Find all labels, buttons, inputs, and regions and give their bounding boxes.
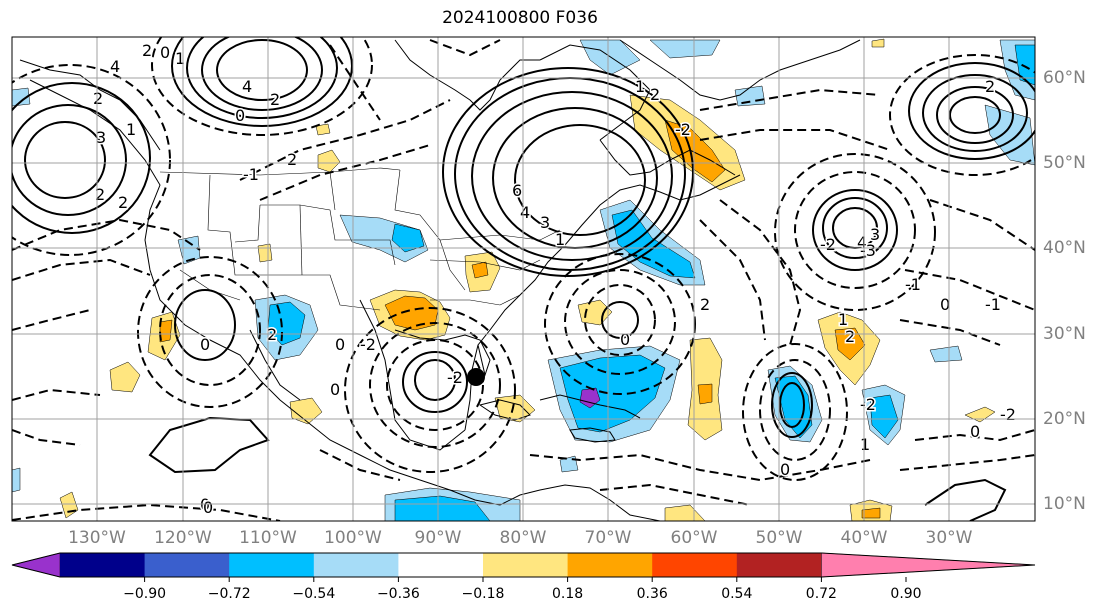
map-frame — [11, 36, 1036, 522]
contour-label: 2 — [142, 41, 152, 60]
longitude-label: 40°W — [840, 528, 888, 548]
contour-label: -2 — [860, 395, 876, 414]
colorbar-extend-low — [11, 552, 61, 578]
contour-label: -2 — [360, 335, 376, 354]
colorbar-tick-label: −0.72 — [207, 586, 251, 602]
latitude-label: 50°N — [1043, 153, 1086, 173]
contour-label: -2 — [820, 235, 836, 254]
longitude-label: 120°W — [154, 528, 212, 548]
contours-negative — [12, 37, 1035, 521]
contour-label: -1 — [985, 295, 1001, 314]
colorbar-segment — [398, 553, 484, 577]
contour-label: 0 — [330, 380, 340, 399]
colorbar-segment — [483, 553, 569, 577]
latitude-label: 30°N — [1043, 324, 1086, 344]
contour-label: 2 — [93, 89, 103, 108]
colorbar-tick-label: 0.18 — [552, 586, 584, 602]
contour-label: 0 — [160, 43, 170, 62]
contour-label: 2 — [650, 85, 660, 104]
contour-label: 1 — [175, 49, 185, 68]
map-title: 2024100800 F036 — [442, 8, 598, 28]
colorbar-tick-label: 0.54 — [721, 586, 753, 602]
contours-positive — [12, 37, 1035, 521]
contour-label: 0 — [940, 295, 950, 314]
contour-label: -2 — [675, 120, 691, 139]
longitude-label: 130°W — [68, 528, 126, 548]
contour-label: 0 — [235, 106, 245, 125]
contour-label: 3 — [870, 225, 880, 244]
colorbar-segment — [144, 553, 230, 577]
colorbar-tick-label: −0.90 — [123, 586, 167, 602]
contour-label: 6 — [512, 181, 522, 200]
contour-label: 4 — [242, 77, 252, 96]
contour-label: 4 — [520, 203, 530, 222]
contour-label: -2 — [447, 368, 463, 387]
colorbar-tick-label: −0.54 — [292, 586, 336, 602]
contour-label: -3 — [860, 241, 876, 260]
colorbar-segment — [229, 553, 315, 577]
coastlines — [19, 39, 861, 521]
contour-label: -1 — [243, 165, 259, 184]
colorbar-segment — [652, 553, 738, 577]
longitude-label: 110°W — [239, 528, 297, 548]
colorbar-segment — [567, 553, 653, 577]
latitude-label: 20°N — [1043, 409, 1086, 429]
contour-label: 0 — [203, 498, 213, 517]
shaded-field-orange — [159, 119, 881, 519]
contour-label: 0 — [970, 422, 980, 441]
contour-label: 4 — [110, 57, 120, 76]
colorbar-tick-label: 0.72 — [805, 586, 837, 602]
contour-label: 0 — [200, 335, 210, 354]
contour-label: 2 — [118, 193, 128, 212]
colorbar-segment — [736, 553, 822, 577]
colorbar-tick-label: 0.90 — [890, 586, 922, 602]
longitude-label: 100°W — [324, 528, 382, 548]
contour-label: 0 — [620, 330, 630, 349]
contour-label: 2 — [270, 90, 280, 109]
colorbar-tick-label: 0.36 — [636, 586, 668, 602]
contour-label: -2 — [1000, 405, 1016, 424]
colorbar-extend-high — [821, 552, 1036, 578]
contour-label: 1 — [860, 435, 870, 454]
longitude-label: 50°W — [755, 528, 803, 548]
contour-label: 2 — [700, 295, 710, 314]
contour-label: 0 — [335, 335, 345, 354]
gridlines — [12, 37, 1035, 521]
longitude-label: 30°W — [925, 528, 973, 548]
contour-label: 0 — [780, 460, 790, 479]
contour-label: 3 — [96, 128, 106, 147]
longitude-label: 90°W — [414, 528, 462, 548]
state-borders — [159, 167, 561, 311]
latitude-label: 10°N — [1043, 494, 1086, 514]
storm-center-dot — [467, 368, 485, 386]
contour-label: -1 — [905, 275, 921, 294]
latitude-label: 60°N — [1043, 68, 1086, 88]
contour-label: 2 — [845, 327, 855, 346]
longitude-label: 60°W — [670, 528, 718, 548]
contour-label: 2 — [985, 77, 995, 96]
latitude-label: 40°N — [1043, 238, 1086, 258]
colorbar-segment — [313, 553, 399, 577]
contour-label: 1 — [126, 120, 136, 139]
colorbar-segment — [60, 553, 146, 577]
contour-label: 1 — [555, 230, 565, 249]
contour-label: 3 — [540, 213, 550, 232]
contour-label: 2 — [287, 150, 297, 169]
colorbar-tick-label: −0.18 — [461, 586, 505, 602]
colorbar — [11, 552, 1036, 582]
colorbar-tick-label: −0.36 — [376, 586, 420, 602]
longitude-label: 70°W — [584, 528, 632, 548]
contour-label: 1 — [838, 310, 848, 329]
contour-label: 1 — [635, 77, 645, 96]
longitude-label: 80°W — [499, 528, 547, 548]
